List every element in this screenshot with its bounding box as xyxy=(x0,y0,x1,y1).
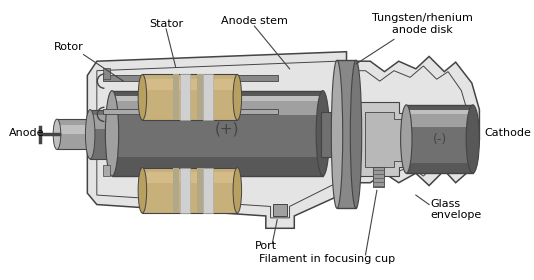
Bar xyxy=(198,167,204,213)
Bar xyxy=(173,74,179,120)
Polygon shape xyxy=(88,52,480,228)
Text: Filament in focusing cup: Filament in focusing cup xyxy=(260,254,396,264)
Bar xyxy=(180,167,190,213)
Ellipse shape xyxy=(233,74,241,120)
Text: Port: Port xyxy=(255,241,277,251)
Bar xyxy=(406,110,473,115)
Ellipse shape xyxy=(138,167,147,213)
Bar xyxy=(406,113,473,127)
Text: Stator: Stator xyxy=(149,19,183,29)
Ellipse shape xyxy=(85,110,95,159)
Text: (-): (-) xyxy=(433,132,446,146)
Bar xyxy=(173,167,179,213)
Ellipse shape xyxy=(466,105,480,173)
Ellipse shape xyxy=(350,60,362,208)
Bar xyxy=(112,96,323,101)
Text: Tungsten/rhenium
anode disk: Tungsten/rhenium anode disk xyxy=(372,13,473,35)
Bar xyxy=(406,105,473,173)
Bar xyxy=(57,119,91,150)
Bar xyxy=(112,110,323,157)
Bar xyxy=(203,167,213,213)
Bar xyxy=(143,79,237,90)
Ellipse shape xyxy=(138,74,147,120)
Bar xyxy=(143,172,237,183)
Text: Cathode: Cathode xyxy=(484,128,531,138)
Ellipse shape xyxy=(53,119,61,150)
Bar xyxy=(103,75,278,81)
Text: (+): (+) xyxy=(215,121,239,136)
Bar xyxy=(198,74,204,120)
Bar xyxy=(90,110,114,159)
Polygon shape xyxy=(359,102,408,176)
Ellipse shape xyxy=(316,91,329,176)
Text: Rotor: Rotor xyxy=(53,42,83,52)
Text: Glass
envelope: Glass envelope xyxy=(430,199,481,220)
Bar xyxy=(143,167,237,213)
Bar xyxy=(273,204,287,216)
Bar xyxy=(57,125,91,134)
Bar xyxy=(103,165,110,176)
Ellipse shape xyxy=(331,60,343,208)
Bar xyxy=(337,60,356,208)
Text: Anode: Anode xyxy=(9,128,44,138)
Bar xyxy=(406,105,473,173)
Bar xyxy=(373,167,384,188)
Ellipse shape xyxy=(105,91,119,176)
Bar xyxy=(321,111,340,157)
Bar xyxy=(112,91,323,176)
Bar xyxy=(180,74,190,120)
Bar xyxy=(90,115,114,129)
Bar xyxy=(406,125,473,163)
Bar xyxy=(112,99,323,115)
Bar xyxy=(103,109,278,114)
Bar xyxy=(203,74,213,120)
Bar xyxy=(112,91,323,176)
Ellipse shape xyxy=(233,167,241,213)
Bar xyxy=(143,74,237,120)
Bar xyxy=(103,68,110,79)
Ellipse shape xyxy=(400,105,412,173)
Polygon shape xyxy=(365,111,403,167)
Text: Anode stem: Anode stem xyxy=(221,16,288,26)
